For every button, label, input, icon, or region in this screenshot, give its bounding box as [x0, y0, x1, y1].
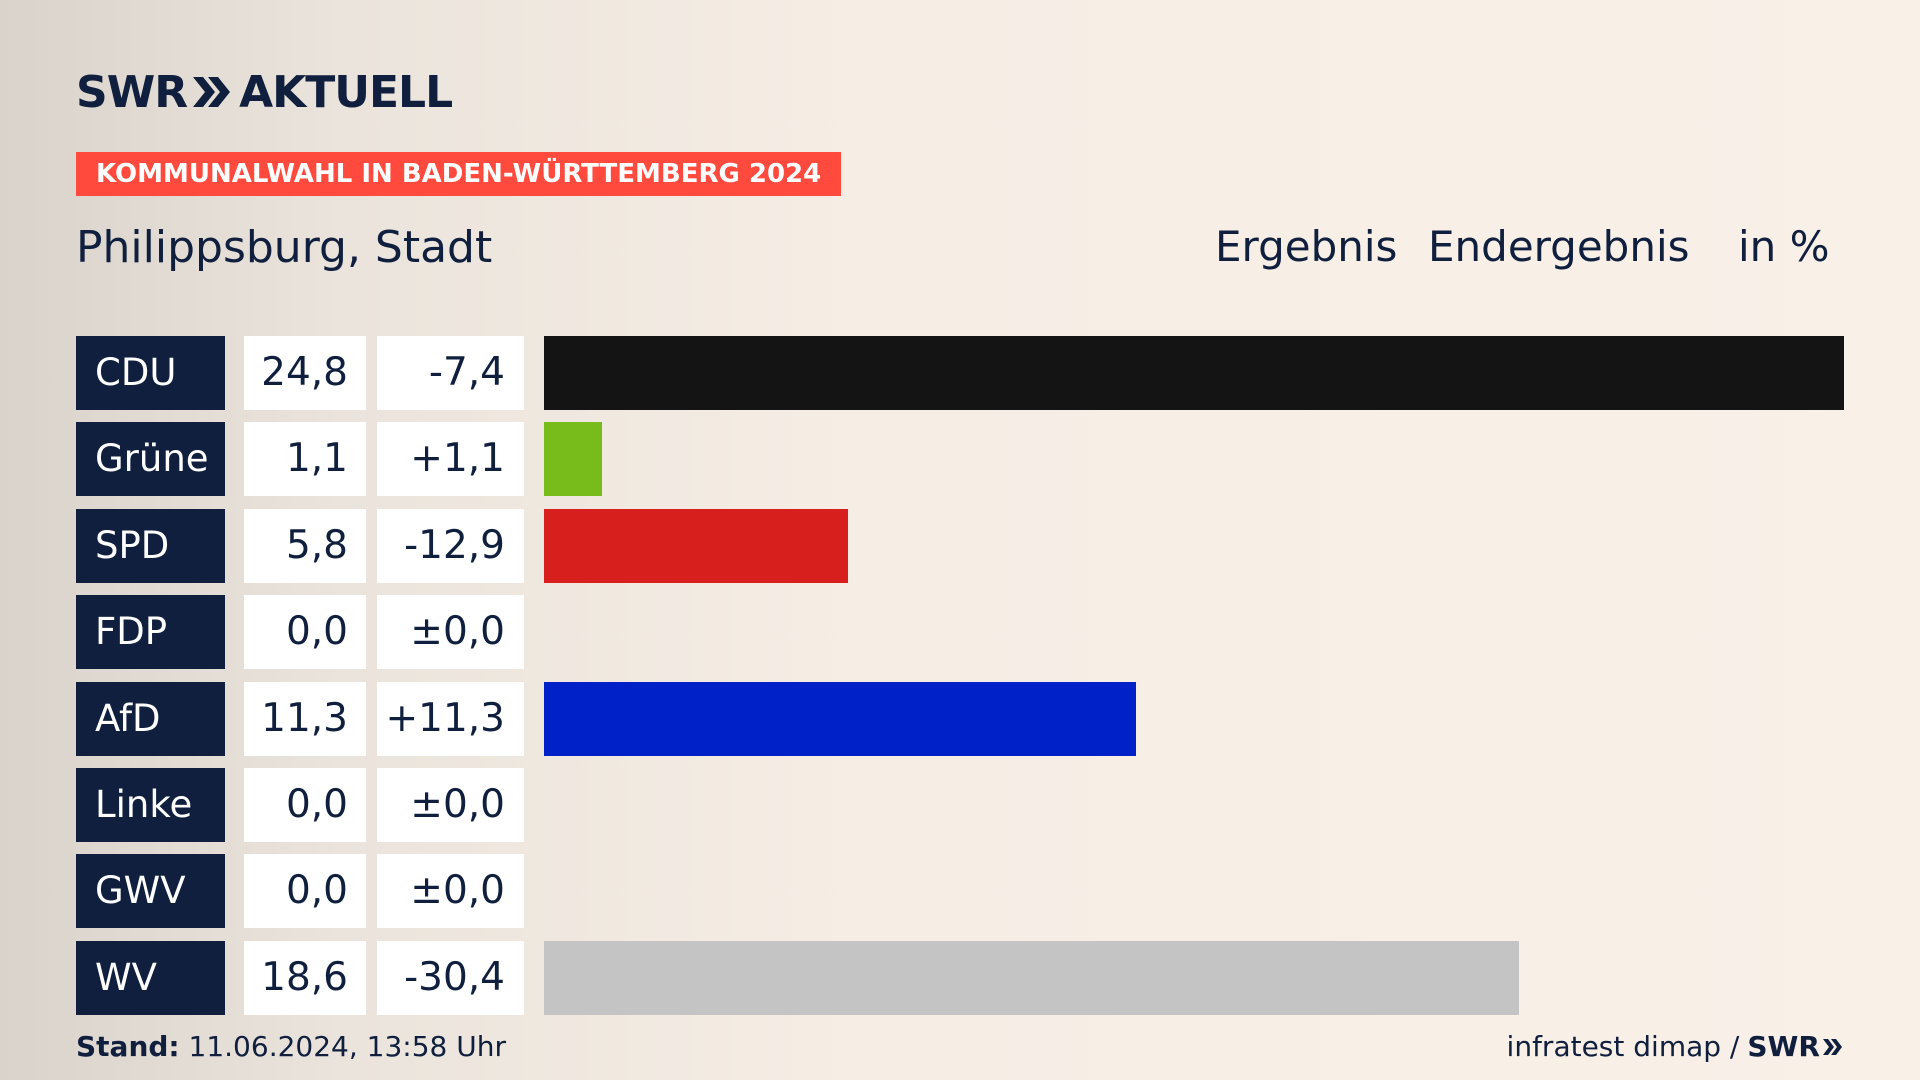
party-value: 18,6 — [244, 940, 366, 1015]
swr-aktuell-logo: SWR AKTUELL — [76, 66, 453, 118]
party-difference: ±0,0 — [377, 595, 524, 670]
source-text: infratest dimap / — [1506, 1030, 1740, 1063]
source-credit: infratest dimap / SWR — [1507, 1030, 1844, 1063]
party-bar — [544, 940, 1519, 1015]
party-bar — [544, 336, 1844, 410]
small-chevron-icon — [1823, 1038, 1842, 1055]
header-result: Ergebnis — [1215, 222, 1398, 271]
logo-swr-text: SWR — [76, 66, 188, 118]
party-bar — [544, 681, 1137, 756]
party-bar — [544, 508, 849, 583]
party-label: WV — [76, 940, 225, 1015]
party-label: FDP — [76, 595, 225, 670]
party-label: Grüne — [76, 422, 225, 497]
party-value: 1,1 — [244, 422, 366, 497]
party-difference: -12,9 — [377, 508, 524, 583]
header-final: Endergebnis — [1428, 222, 1690, 271]
timestamp: Stand: 11.06.2024, 13:58 Uhr — [76, 1030, 506, 1063]
party-difference: -7,4 — [377, 336, 524, 410]
party-value: 0,0 — [244, 768, 366, 842]
party-difference: +11,3 — [377, 681, 524, 756]
party-label: AfD — [76, 681, 225, 756]
party-value: 24,8 — [244, 336, 366, 410]
stand-label: Stand: — [76, 1030, 180, 1063]
party-value: 0,0 — [244, 595, 366, 670]
party-label: Linke — [76, 768, 225, 842]
double-chevron-icon — [193, 77, 231, 107]
party-label: SPD — [76, 508, 225, 583]
party-label: GWV — [76, 854, 225, 929]
party-label: CDU — [76, 336, 225, 410]
logo-aktuell-text: AKTUELL — [239, 66, 453, 118]
header-unit: in % — [1738, 222, 1830, 271]
party-difference: ±0,0 — [377, 768, 524, 842]
party-value: 11,3 — [244, 681, 366, 756]
party-difference: +1,1 — [377, 422, 524, 497]
election-banner: KOMMUNALWAHL IN BADEN-WÜRTTEMBERG 2024 — [76, 152, 842, 196]
party-difference: -30,4 — [377, 940, 524, 1015]
party-value: 0,0 — [244, 854, 366, 929]
source-brand: SWR — [1747, 1030, 1820, 1063]
party-difference: ±0,0 — [377, 854, 524, 929]
chart-title: Philippsburg, Stadt — [76, 222, 493, 273]
party-bar — [544, 422, 602, 497]
stand-value: 11.06.2024, 13:58 Uhr — [188, 1030, 506, 1063]
party-value: 5,8 — [244, 508, 366, 583]
